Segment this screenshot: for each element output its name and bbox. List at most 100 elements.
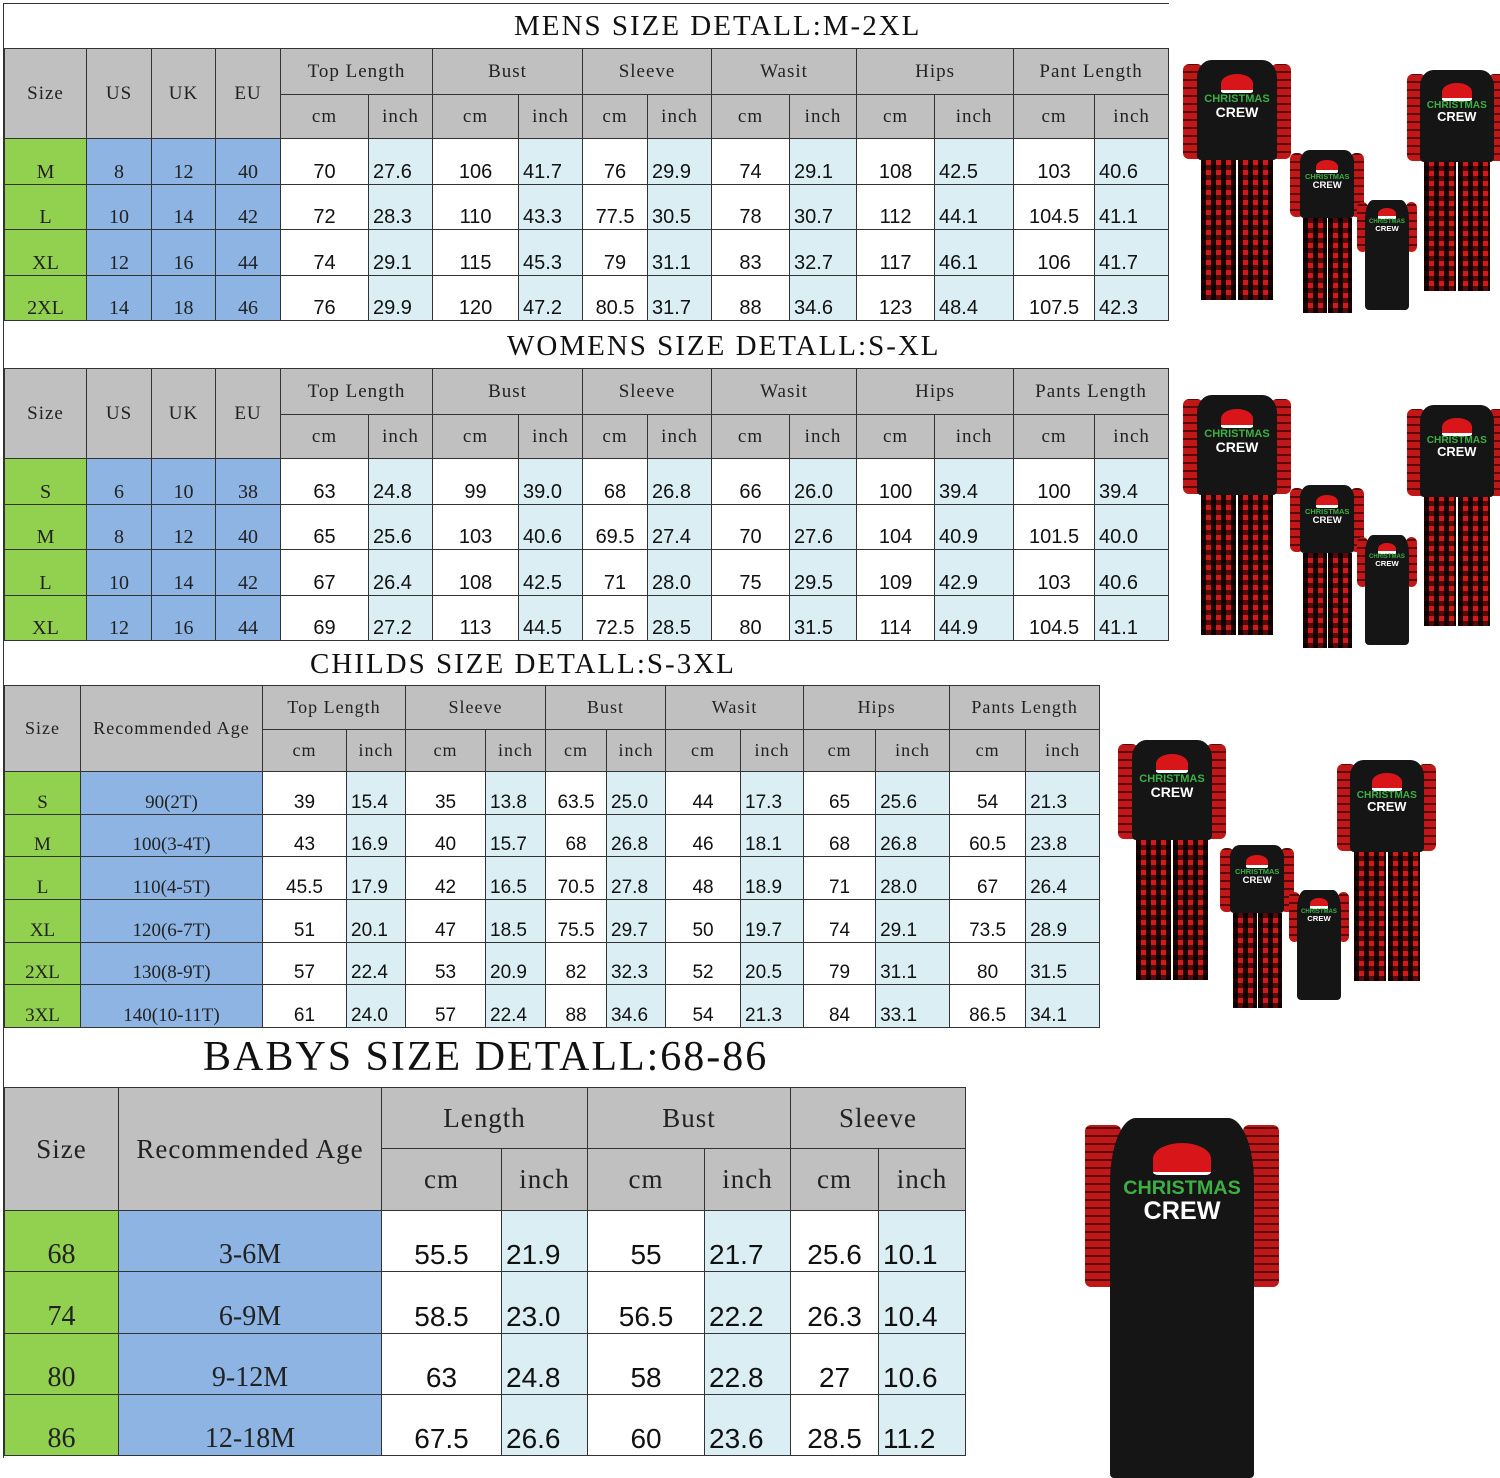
value-cell: 26.4 <box>1025 856 1101 901</box>
value-cell: 123 <box>856 274 936 321</box>
pants-right <box>1457 162 1490 291</box>
value-cell: 23.8 <box>1025 813 1101 858</box>
logo-text: CHRISTMAS CREW <box>1365 219 1409 233</box>
value-cell: 40 <box>215 503 281 550</box>
value-cell: 54 <box>665 984 742 1029</box>
unit-header: inch <box>704 1148 792 1211</box>
size-cell: S <box>4 458 87 505</box>
value-cell: 34.1 <box>1025 984 1101 1029</box>
pants-left <box>1302 553 1327 649</box>
unit-header: inch <box>934 94 1015 139</box>
table-row: M 8 12 40 65 25.6 103 40.6 69.5 27.4 70 27.6 104 40.9… <box>4 503 1170 550</box>
value-cell: 12 <box>86 229 152 276</box>
unit-row: cm inch cm inch cm inch cm inch cm inch cm inch <box>5 414 1170 459</box>
value-cell: 26.8 <box>606 813 667 858</box>
santa-hat-icon <box>1378 542 1396 555</box>
value-cell: 74 <box>803 899 877 943</box>
size-cell: M <box>4 503 87 550</box>
unit-header: cm <box>665 729 742 772</box>
table-row: S 6 10 38 63 24.8 99 39.0 68 26.8 66 26.0 100 39.4 100… <box>4 458 1170 505</box>
logo-word: CREW <box>1242 874 1272 886</box>
santa-hat-icon <box>1246 854 1269 869</box>
value-cell: 16.5 <box>485 856 547 901</box>
unit-header: inch <box>789 414 858 459</box>
value-cell: 106 <box>1013 229 1096 276</box>
size-cell: M <box>4 138 87 185</box>
table-row: L 10 14 42 67 26.4 108 42.5 71 28.0 75 29.5 109 42.9 1… <box>4 549 1170 596</box>
unit-header: cm <box>711 94 791 139</box>
logo-text: CHRISTMAS CREW <box>1230 868 1284 885</box>
value-cell: 10 <box>86 549 152 596</box>
value-cell: 41.7 <box>1094 229 1170 276</box>
value-cell: 29.1 <box>789 138 858 185</box>
unit-header: inch <box>1025 729 1101 772</box>
table-row: XL 12 16 44 69 27.2 113 44.5 72.5 28.5 80 31.5 114 44… <box>4 594 1170 641</box>
value-cell: 16 <box>151 594 216 641</box>
value-cell: 27.6 <box>367 138 434 185</box>
value-cell: 10 <box>151 458 216 505</box>
logo-text: CHRISTMAS CREW <box>1300 508 1354 525</box>
value-cell: 74 <box>711 138 791 185</box>
value-cell: 67 <box>949 856 1027 901</box>
value-cell: 34.6 <box>789 274 858 321</box>
group-header: Length <box>380 1087 589 1149</box>
value-cell: 31.1 <box>875 941 951 986</box>
value-cell: 107.5 <box>1013 274 1096 321</box>
value-cell: 58 <box>587 1332 706 1395</box>
unit-header: cm <box>803 729 877 772</box>
unit-header: inch <box>367 414 434 459</box>
value-cell: 24.0 <box>345 984 407 1029</box>
group-header: Hips <box>856 368 1015 415</box>
column-header: Recommended Age <box>80 685 263 772</box>
logo-text: CHRISTMAS CREW <box>1300 173 1354 190</box>
value-cell: 69.5 <box>582 503 649 550</box>
sleeve-right <box>1488 73 1500 162</box>
value-cell: 71 <box>582 549 649 596</box>
value-cell: 57 <box>405 984 487 1029</box>
value-cell: 34.6 <box>606 984 667 1029</box>
value-cell: 63.5 <box>545 771 608 815</box>
value-cell: 70.5 <box>545 856 608 901</box>
column-header: UK <box>151 48 216 139</box>
value-cell: 30.5 <box>647 183 713 230</box>
pants-left <box>1232 913 1257 1009</box>
table-row: 3XL 140(10-11T) 61 24.0 57 22.4 88 34.6 54 21.3 84… <box>4 984 1101 1029</box>
value-cell: 6-9M <box>118 1271 382 1334</box>
pants-right <box>1387 852 1420 981</box>
unit-header: cm <box>432 94 520 139</box>
value-cell: 21.9 <box>500 1209 589 1273</box>
pants-left <box>1423 162 1456 291</box>
sleeve-left <box>1357 537 1369 587</box>
value-cell: 70 <box>280 138 369 185</box>
value-cell: 44 <box>215 229 281 276</box>
table-row: 68 3-6M 55.5 21.9 55 21.7 25.6 10.1 <box>4 1209 967 1273</box>
value-cell: 40 <box>215 138 281 185</box>
logo-word: CREW <box>1312 514 1342 526</box>
table-row: 80 9-12M 63 24.8 58 22.8 27 10.6 <box>4 1332 967 1395</box>
value-cell: 80 <box>711 594 791 641</box>
size-cell: XL <box>4 229 87 276</box>
size-cell: XL <box>4 899 81 943</box>
unit-header: cm <box>280 414 369 459</box>
size-cell: M <box>4 813 81 858</box>
value-cell: 80.5 <box>582 274 649 321</box>
pants-right <box>1457 497 1490 626</box>
romper-body <box>1110 1118 1254 1478</box>
logo-word: CREW <box>1143 1196 1221 1225</box>
value-cell: 54 <box>949 771 1027 815</box>
column-header: US <box>86 48 152 139</box>
value-cell: 113 <box>432 594 520 641</box>
value-cell: 88 <box>711 274 791 321</box>
value-cell: 44.1 <box>934 183 1015 230</box>
value-cell: 46 <box>665 813 742 858</box>
logo-text: CHRISTMAS CREW <box>1365 554 1409 568</box>
value-cell: 77.5 <box>582 183 649 230</box>
unit-header: inch <box>934 414 1015 459</box>
value-cell: 42.5 <box>934 138 1015 185</box>
value-cell: 65 <box>280 503 369 550</box>
unit-header: cm <box>856 94 936 139</box>
value-cell: 86.5 <box>949 984 1027 1029</box>
value-cell: 20.9 <box>485 941 547 986</box>
value-cell: 69 <box>280 594 369 641</box>
value-cell: 101.5 <box>1013 503 1096 550</box>
